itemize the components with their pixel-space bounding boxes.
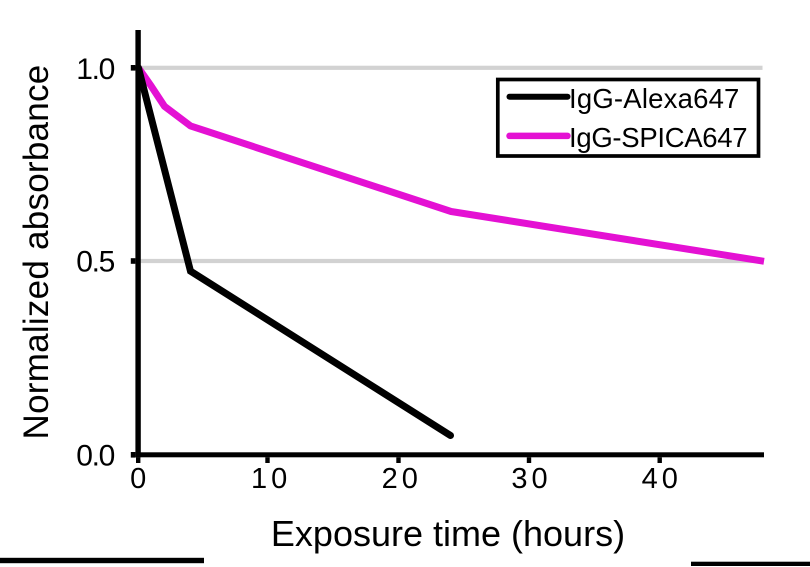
- svg-text:30: 30: [511, 463, 551, 495]
- svg-text:0.5: 0.5: [76, 246, 114, 279]
- svg-text:40: 40: [642, 463, 682, 495]
- svg-text:20: 20: [382, 463, 422, 495]
- svg-text:1.0: 1.0: [76, 53, 114, 86]
- svg-text:Normalized absorbance: Normalized absorbance: [17, 65, 56, 440]
- svg-text:0: 0: [130, 463, 146, 495]
- svg-text:IgG-SPICA647: IgG-SPICA647: [569, 122, 747, 153]
- svg-text:IgG-Alexa647: IgG-Alexa647: [569, 83, 740, 114]
- svg-text:0.0: 0.0: [76, 440, 114, 473]
- svg-text:10: 10: [251, 463, 291, 495]
- svg-text:Exposure time (hours): Exposure time (hours): [271, 513, 625, 554]
